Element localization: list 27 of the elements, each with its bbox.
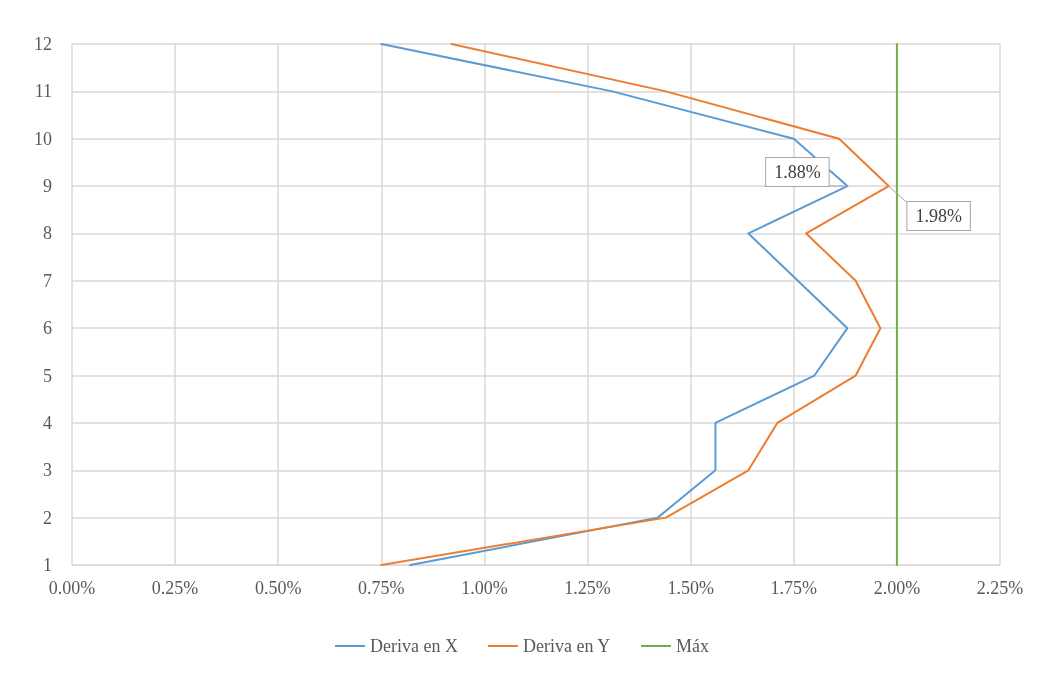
y-tick-label: 1 — [43, 555, 52, 575]
y-tick-label: 12 — [34, 34, 52, 54]
x-tick-label: 1.00% — [461, 578, 508, 598]
x-tick-label: 0.00% — [48, 578, 96, 598]
y-tick-label: 3 — [43, 460, 52, 481]
x-tick-label: 0.75% — [358, 578, 405, 598]
x-tick-label: 1.75% — [770, 578, 818, 598]
annotation: 1.98% — [915, 206, 962, 227]
y-tick-label: 2 — [43, 507, 52, 528]
x-tick-label: 0.50% — [254, 578, 302, 598]
annotation: 1.88% — [774, 162, 821, 183]
x-tick-label: 2.00% — [873, 578, 921, 598]
x-tick-label: 0.25% — [151, 578, 199, 598]
legend-label: Deriva en X — [370, 636, 459, 656]
legend-label: Deriva en Y — [523, 636, 611, 656]
y-tick-label: 4 — [43, 412, 52, 433]
y-tick-label: 5 — [43, 365, 52, 386]
y-tick-label: 8 — [43, 223, 52, 244]
legend-label: Máx — [675, 636, 709, 656]
y-tick-label: 9 — [43, 176, 52, 197]
x-tick-label: 1.25% — [564, 578, 611, 598]
x-tick-label: 1.50% — [667, 578, 714, 598]
x-tick-label: 2.25% — [976, 578, 1024, 598]
y-tick-label: 10 — [34, 128, 52, 149]
y-tick-label: 6 — [43, 318, 52, 339]
y-tick-label: 7 — [43, 270, 52, 291]
y-tick-label: 11 — [34, 81, 52, 102]
